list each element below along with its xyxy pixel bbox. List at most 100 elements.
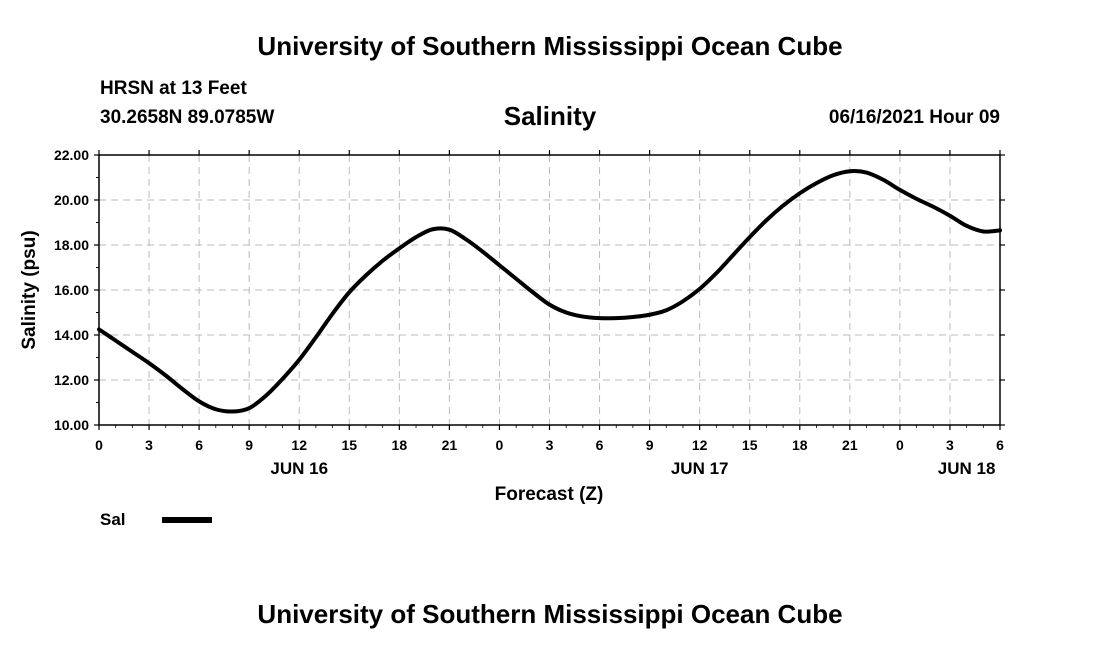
y-tick-label: 18.00 [54, 237, 89, 253]
x-tick-label: 18 [392, 437, 408, 453]
data-point [565, 311, 567, 314]
data-point [632, 316, 634, 318]
axis-ticks [94, 150, 1005, 430]
data-point [515, 277, 517, 280]
station-coordinates: 30.2658N 89.0785W [100, 107, 275, 128]
legend-line-swatch [162, 517, 212, 523]
data-point [982, 230, 985, 233]
data-point [498, 264, 501, 267]
station-name: HRSN at 13 Feet [100, 78, 247, 99]
data-point [865, 171, 868, 174]
y-tick-label: 12.00 [54, 372, 89, 388]
data-point [265, 394, 267, 397]
x-tick-label: 0 [496, 437, 504, 453]
x-tick-label: 21 [442, 437, 458, 453]
x-tick-label: 6 [996, 437, 1004, 453]
chart-title: Salinity [503, 101, 597, 131]
data-point [965, 225, 968, 227]
x-tick-label: 0 [95, 437, 103, 453]
data-point [281, 378, 284, 380]
x-tick-label: 3 [145, 437, 153, 453]
data-point [481, 250, 484, 253]
series-layer [97, 169, 1002, 414]
x-tick-label: 12 [692, 437, 708, 453]
data-point [665, 309, 668, 312]
x-tick-label: 3 [946, 437, 954, 453]
data-point [648, 313, 651, 316]
x-tick-label: 9 [245, 437, 253, 453]
data-point [231, 410, 234, 413]
x-tick-label: 15 [341, 437, 357, 453]
footer-title: University of Southern Mississippi Ocean… [257, 599, 843, 629]
x-tick-label: 9 [646, 437, 654, 453]
y-tick-label: 14.00 [54, 327, 89, 343]
day-label: JUN 17 [671, 459, 729, 478]
data-point [915, 198, 918, 200]
x-tick-label: 21 [842, 437, 858, 453]
data-point [748, 236, 751, 238]
data-point [532, 291, 534, 294]
x-tick-labels: 0 3 6 9 12 15 18 21 0 3 6 9 12 15 18 21 0 3 6 [95, 437, 1004, 453]
data-point [548, 303, 551, 306]
forecast-date: 06/16/2021 Hour 09 [828, 107, 1000, 128]
data-point [148, 362, 150, 364]
data-point [849, 170, 851, 172]
data-point [798, 192, 801, 195]
data-point [214, 408, 217, 411]
data-point [682, 300, 684, 303]
data-point [765, 219, 768, 222]
day-label: JUN 18 [938, 459, 996, 478]
x-tick-label: 3 [546, 437, 554, 453]
data-point [949, 214, 951, 217]
data-point [615, 317, 618, 319]
data-point [164, 374, 167, 377]
data-point [698, 288, 701, 290]
data-point [348, 291, 351, 294]
data-point [415, 236, 417, 238]
data-point [315, 336, 317, 339]
data-point [448, 228, 451, 231]
data-point [882, 178, 885, 181]
data-point [932, 205, 935, 208]
legend-label: Sal [100, 510, 126, 529]
data-point [899, 189, 901, 191]
y-axis-label: Salinity (psu) [19, 230, 40, 349]
data-point [465, 238, 467, 241]
day-label: JUN 16 [270, 459, 328, 478]
y-tick-label: 16.00 [54, 282, 89, 298]
data-point [198, 400, 200, 403]
data-point [431, 228, 434, 231]
data-point [248, 407, 250, 409]
data-point [732, 254, 734, 256]
data-point [181, 388, 184, 390]
x-axis-label: Forecast (Z) [495, 484, 604, 505]
x-tick-label: 6 [596, 437, 604, 453]
y-tick-label: 10.00 [54, 417, 89, 433]
x-tick-label: 18 [792, 437, 808, 453]
data-point [131, 351, 134, 353]
data-point [598, 317, 601, 319]
data-point [582, 315, 584, 318]
data-point [381, 259, 384, 262]
x-tick-label: 6 [195, 437, 203, 453]
x-tick-label: 0 [896, 437, 904, 453]
data-point [815, 182, 818, 184]
x-tick-label: 12 [291, 437, 307, 453]
data-point [832, 174, 834, 177]
day-labels: JUN 16 JUN 17 JUN 18 [270, 459, 995, 478]
y-tick-labels: 10.00 12.00 14.00 16.00 18.00 20.00 22.00 [54, 147, 89, 433]
data-point [398, 247, 401, 250]
data-point [715, 272, 718, 274]
plot-frame [98, 154, 1001, 426]
data-point [114, 339, 117, 342]
data-point [298, 358, 301, 361]
data-point [782, 204, 784, 207]
data-point [365, 274, 367, 277]
y-tick-label: 22.00 [54, 147, 89, 163]
y-tick-label: 20.00 [54, 192, 89, 208]
x-tick-label: 15 [742, 437, 758, 453]
grid-lines [99, 155, 1000, 425]
data-point [331, 312, 334, 315]
header-title: University of Southern Mississippi Ocean… [257, 31, 843, 61]
